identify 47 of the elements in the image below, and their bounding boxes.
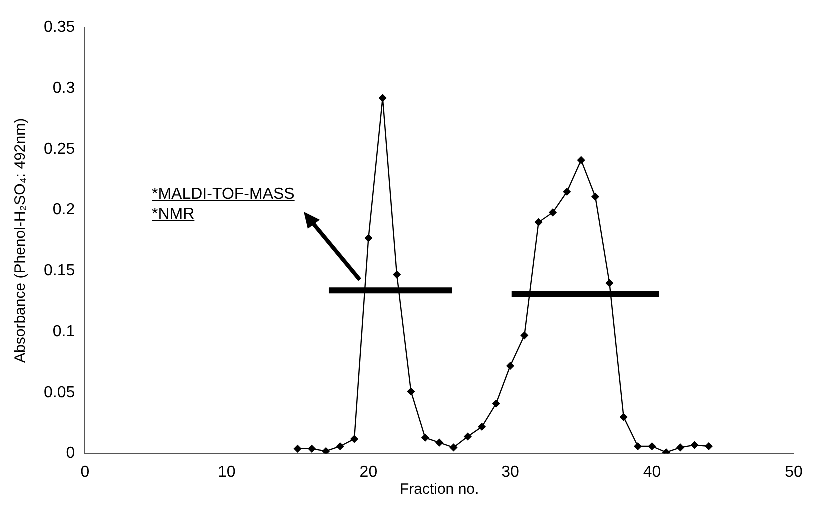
y-tick-label: 0: [66, 445, 76, 462]
annotation: *NMR: [152, 205, 196, 225]
point: [407, 388, 416, 396]
point: [422, 434, 430, 442]
point: [393, 270, 401, 279]
x-tick-label: 10: [218, 464, 236, 481]
y-tick-label: 0.05: [44, 384, 76, 402]
point: [563, 188, 571, 196]
point: [322, 448, 330, 454]
point: [379, 94, 387, 102]
y-tick-label: 0.25: [44, 140, 76, 158]
x-tick-label: 50: [785, 464, 803, 481]
y-tick-label: 0.3: [52, 80, 76, 97]
y-tick-label: 0.15: [44, 262, 76, 280]
point: [364, 234, 372, 242]
point: [578, 156, 586, 164]
point: [606, 280, 614, 288]
point: [690, 441, 699, 450]
y-tick-label: 0.35: [44, 19, 76, 36]
point: [506, 362, 514, 370]
point: [620, 413, 628, 422]
point: [308, 445, 316, 453]
point: [592, 193, 600, 201]
y-tick-label: 0.2: [52, 202, 76, 219]
x-tick-label: 0: [80, 464, 90, 481]
point: [676, 444, 684, 452]
point: [634, 442, 642, 450]
x-axis-title: Fraction no.: [400, 481, 480, 498]
point: [520, 332, 528, 340]
y-axis-title: Absorbance (Phenol-H₂SO₄: 492nm): [12, 118, 30, 363]
point: [705, 442, 713, 450]
point: [648, 442, 656, 450]
point: [450, 444, 458, 452]
point: [464, 432, 472, 441]
point: [436, 439, 444, 447]
point: [535, 218, 543, 226]
annotation: *MALDI-TOF-MASS: [152, 185, 295, 205]
point: [336, 442, 344, 450]
point: [549, 208, 557, 216]
point: [294, 445, 302, 453]
x-tick-label: 40: [643, 464, 662, 481]
x-tick-label: 20: [360, 464, 378, 481]
point: [478, 423, 486, 431]
point: [492, 400, 500, 408]
y-tick-label: 0.1: [52, 323, 76, 340]
point: [350, 435, 358, 443]
x-tick-label: 30: [502, 464, 520, 481]
